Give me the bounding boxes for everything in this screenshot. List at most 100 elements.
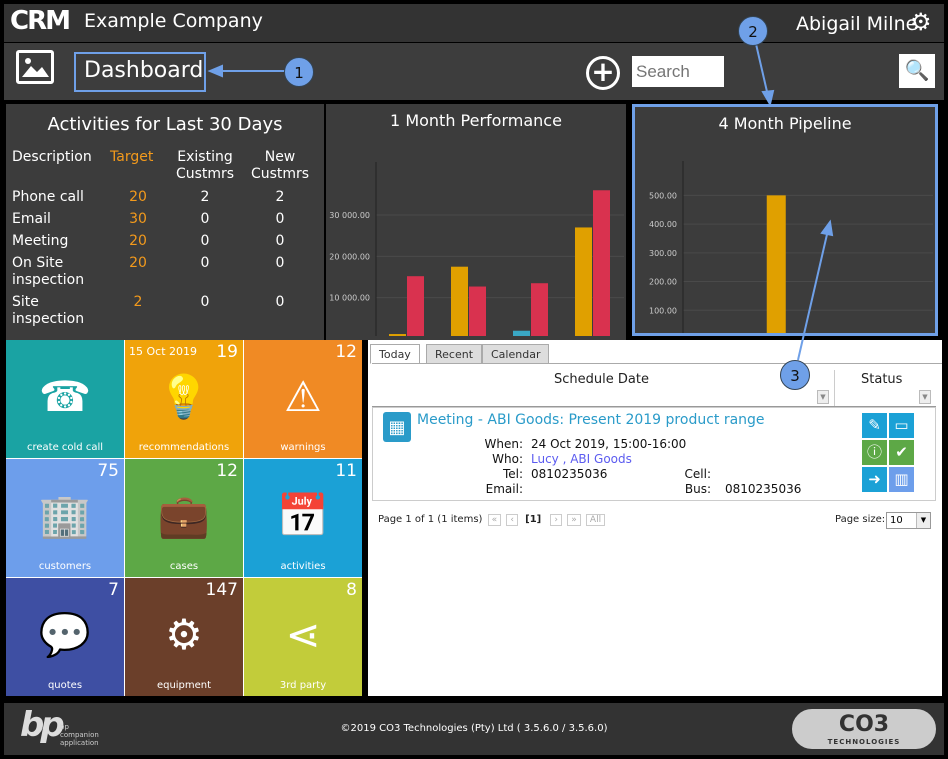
prev-page-button[interactable]: ‹ — [506, 514, 518, 526]
tile-label: activities — [280, 561, 326, 572]
tile-quotes[interactable]: 7 💬 quotes — [6, 578, 124, 696]
cell-new: 0 — [275, 294, 285, 310]
co3-logo: CO3 TECHNOLOGIES — [792, 709, 936, 749]
item-title[interactable]: Meeting - ABI Goods: Present 2019 produc… — [417, 412, 765, 428]
tile-date: 15 Oct 2019 — [129, 345, 198, 358]
y-tick-label: 10 000.00 — [329, 294, 370, 303]
tab-recent[interactable]: Recent — [426, 344, 483, 364]
col-new: New Custmrs — [250, 149, 310, 182]
tile-icon: 💬 — [38, 610, 92, 659]
add-button[interactable]: + — [586, 56, 620, 90]
tile-cases[interactable]: 12 💼 cases — [125, 459, 243, 577]
schedule-item: ▦ Meeting - ABI Goods: Present 2019 prod… — [372, 407, 936, 501]
col-schedule-date[interactable]: Schedule Date — [554, 372, 649, 387]
bp-logo-text: bp companion application — [60, 723, 99, 747]
cell-new: 2 — [275, 189, 285, 205]
info-icon[interactable]: ⓘ — [862, 440, 887, 465]
gear-icon[interactable]: ⚙ — [910, 8, 932, 36]
bar-invoices — [469, 286, 486, 339]
pager: Page 1 of 1 (1 items) « ‹ [1] › » All — [378, 514, 606, 526]
callout-1: 1 — [284, 57, 314, 87]
image-icon[interactable] — [16, 50, 54, 84]
arrow-right-icon[interactable]: ➜ — [862, 467, 887, 492]
table-row: Phone call 20 2 2 — [12, 189, 316, 211]
filter-dropdown-icon[interactable]: ▼ — [919, 390, 931, 404]
last-page-button[interactable]: » — [567, 514, 581, 526]
current-page: [1] — [525, 514, 542, 525]
search-icon[interactable]: 🔍 — [899, 54, 935, 88]
table-row: Site inspection 2 0 0 — [12, 294, 316, 333]
next-page-button[interactable]: › — [550, 514, 563, 526]
cell-target: 30 — [129, 211, 147, 227]
y-tick-label: 300.00 — [649, 249, 677, 258]
cell-existing: 0 — [200, 294, 210, 310]
bar-orders — [513, 330, 530, 339]
check-icon[interactable]: ✔ — [889, 440, 914, 465]
tile-equipment[interactable]: 147 ⚙ equipment — [125, 578, 243, 696]
bar-invoices — [451, 266, 468, 339]
page-size-label: Page size: — [835, 514, 886, 525]
y-tick-label: 20 000.00 — [329, 252, 370, 261]
chart-title: 1 Month Performance — [390, 111, 562, 130]
tile-warnings[interactable]: 12 ⚠ warnings — [244, 340, 362, 458]
tile-icon: ☎ — [38, 372, 92, 421]
tile-customers[interactable]: 75 🏢 customers — [6, 459, 124, 577]
when-value: 24 Oct 2019, 15:00-16:00 — [531, 437, 687, 451]
schedule-panel: Today Recent Calendar Schedule Date ▼ St… — [368, 340, 942, 696]
col-status[interactable]: Status — [861, 372, 903, 387]
y-tick-label: 200.00 — [649, 278, 677, 287]
tile-icon: ⚠ — [284, 372, 322, 421]
col-description: Description — [12, 149, 92, 165]
who-label: Who: — [492, 452, 523, 466]
tile-count: 19 — [216, 342, 238, 362]
user-name[interactable]: Abigail Milne — [796, 13, 918, 35]
tile-icon: 📅 — [276, 491, 330, 540]
cell-target: 2 — [133, 294, 143, 310]
table-row: Meeting 20 0 0 — [12, 233, 316, 255]
cell-desc: Site inspection — [12, 294, 85, 327]
y-tick-label: 100.00 — [649, 306, 677, 315]
chart-title: 4 Month Pipeline — [718, 114, 852, 133]
tel-value: 0810235036 — [531, 467, 608, 481]
tile-recommendations[interactable]: 15 Oct 2019 19 💡 recommendations — [125, 340, 243, 458]
all-button[interactable]: All — [585, 514, 606, 526]
cell-desc: Email — [12, 211, 51, 227]
table-row: Email 30 0 0 — [12, 211, 316, 233]
tile-count: 11 — [335, 461, 357, 481]
cell-desc: Meeting — [12, 233, 69, 249]
tile-label: 3rd party — [279, 680, 327, 691]
tile-label: cases — [169, 561, 199, 572]
y-tick-label: 400.00 — [649, 220, 677, 229]
table-row: On Site inspection 20 0 0 — [12, 255, 316, 294]
chevron-down-icon: ▼ — [916, 513, 930, 528]
cell-label: Cell: — [684, 467, 711, 481]
tile-count: 75 — [97, 461, 119, 481]
building-icon[interactable]: ▥ — [889, 467, 914, 492]
email-label: Email: — [485, 482, 523, 496]
cell-existing: 0 — [200, 211, 210, 227]
tile-create-cold-call[interactable]: ☎ create cold call — [6, 340, 124, 458]
cell-desc: Phone call — [12, 189, 84, 205]
bar-quotes — [593, 190, 610, 339]
page-size-select[interactable]: 10 ▼ — [886, 512, 931, 529]
tile-count: 7 — [108, 580, 119, 600]
calendar-icon[interactable]: ▭ — [889, 413, 914, 438]
first-page-button[interactable]: « — [487, 514, 502, 526]
tile-count: 147 — [205, 580, 238, 600]
search-input[interactable] — [632, 56, 724, 87]
when-label: When: — [484, 437, 523, 451]
company-name: Example Company — [84, 10, 263, 32]
cell-target: 20 — [129, 233, 147, 249]
filter-dropdown-icon[interactable]: ▼ — [817, 390, 829, 404]
tile-icon: 💼 — [157, 491, 211, 540]
tile-label: recommendations — [138, 442, 230, 453]
cell-desc: On Site inspection — [12, 255, 85, 288]
tile-3rd-party[interactable]: 8 ⋖ 3rd party — [244, 578, 362, 696]
cell-new: 0 — [275, 211, 285, 227]
bus-label: Bus: — [684, 482, 711, 496]
who-link[interactable]: Lucy , ABI Goods — [531, 452, 632, 466]
edit-icon[interactable]: ✎ — [862, 413, 887, 438]
page-title: Dashboard — [74, 52, 206, 92]
tile-activities[interactable]: 11 📅 activities — [244, 459, 362, 577]
